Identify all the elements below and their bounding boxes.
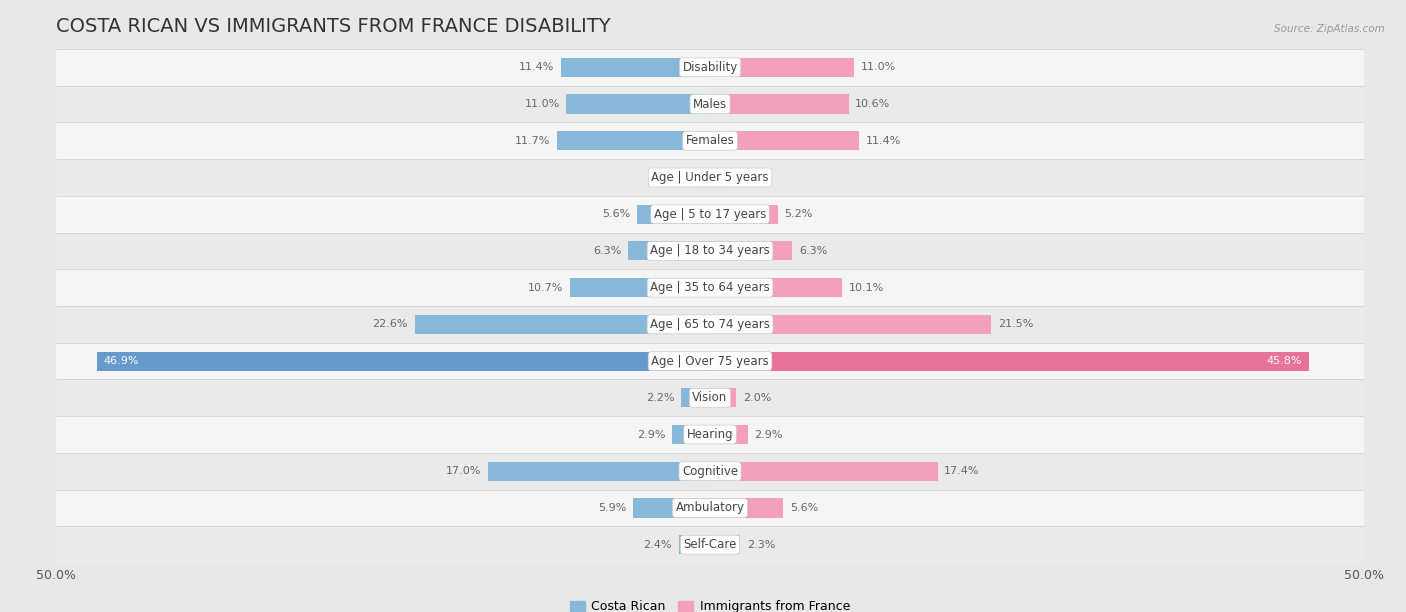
Text: 2.4%: 2.4%	[644, 540, 672, 550]
Text: 6.3%: 6.3%	[799, 246, 827, 256]
Text: Self-Care: Self-Care	[683, 538, 737, 551]
Text: Vision: Vision	[692, 391, 728, 405]
Bar	[56, 343, 1364, 379]
Text: 10.6%: 10.6%	[855, 99, 890, 109]
Bar	[56, 490, 1364, 526]
Legend: Costa Rican, Immigrants from France: Costa Rican, Immigrants from France	[565, 595, 855, 612]
Bar	[56, 159, 1364, 196]
Bar	[56, 49, 1364, 86]
Text: Age | Under 5 years: Age | Under 5 years	[651, 171, 769, 184]
Bar	[672, 425, 710, 444]
Bar	[488, 461, 710, 481]
Text: 17.4%: 17.4%	[943, 466, 980, 476]
Bar	[710, 94, 849, 114]
Text: Hearing: Hearing	[686, 428, 734, 441]
Bar	[710, 168, 725, 187]
Text: Age | 5 to 17 years: Age | 5 to 17 years	[654, 207, 766, 221]
Text: Source: ZipAtlas.com: Source: ZipAtlas.com	[1274, 24, 1385, 34]
Bar	[56, 233, 1364, 269]
Text: 21.5%: 21.5%	[998, 319, 1033, 329]
Bar	[692, 168, 710, 187]
Bar	[710, 278, 842, 297]
Bar	[56, 453, 1364, 490]
Bar	[710, 204, 778, 224]
Text: Cognitive: Cognitive	[682, 465, 738, 478]
Text: Age | 35 to 64 years: Age | 35 to 64 years	[650, 281, 770, 294]
Bar	[56, 526, 1364, 563]
Text: 10.1%: 10.1%	[849, 283, 884, 293]
Bar	[633, 498, 710, 518]
Text: 11.7%: 11.7%	[515, 136, 551, 146]
Bar	[710, 388, 737, 408]
Text: 2.3%: 2.3%	[747, 540, 775, 550]
Text: Females: Females	[686, 134, 734, 147]
Bar	[56, 269, 1364, 306]
Bar	[56, 122, 1364, 159]
Text: 11.4%: 11.4%	[866, 136, 901, 146]
Bar	[56, 86, 1364, 122]
Text: 45.8%: 45.8%	[1267, 356, 1302, 366]
Text: 22.6%: 22.6%	[373, 319, 408, 329]
Bar	[637, 204, 710, 224]
Text: Age | 65 to 74 years: Age | 65 to 74 years	[650, 318, 770, 331]
Bar	[710, 535, 740, 554]
Bar	[710, 461, 938, 481]
Bar	[710, 131, 859, 151]
Bar	[710, 241, 793, 261]
Text: 5.2%: 5.2%	[785, 209, 813, 219]
Bar	[679, 535, 710, 554]
Bar	[710, 351, 1309, 371]
Bar	[710, 58, 853, 77]
Text: 2.9%: 2.9%	[637, 430, 665, 439]
Text: 11.0%: 11.0%	[524, 99, 560, 109]
Bar	[682, 388, 710, 408]
Bar	[627, 241, 710, 261]
Bar	[56, 306, 1364, 343]
Text: Disability: Disability	[682, 61, 738, 74]
Text: 1.2%: 1.2%	[733, 173, 761, 182]
Bar	[561, 58, 710, 77]
Text: 46.9%: 46.9%	[103, 356, 139, 366]
Text: Age | Over 75 years: Age | Over 75 years	[651, 354, 769, 368]
Text: 10.7%: 10.7%	[529, 283, 564, 293]
Text: COSTA RICAN VS IMMIGRANTS FROM FRANCE DISABILITY: COSTA RICAN VS IMMIGRANTS FROM FRANCE DI…	[56, 17, 610, 36]
Text: Age | 18 to 34 years: Age | 18 to 34 years	[650, 244, 770, 258]
Text: Males: Males	[693, 97, 727, 111]
Text: Ambulatory: Ambulatory	[675, 501, 745, 515]
Bar	[97, 351, 710, 371]
Bar	[710, 498, 783, 518]
Text: 2.2%: 2.2%	[647, 393, 675, 403]
Bar	[569, 278, 710, 297]
Bar	[56, 196, 1364, 233]
Bar	[710, 315, 991, 334]
Text: 11.0%: 11.0%	[860, 62, 896, 72]
Bar	[710, 425, 748, 444]
Text: 1.4%: 1.4%	[657, 173, 685, 182]
Bar	[56, 416, 1364, 453]
Bar	[567, 94, 710, 114]
Bar	[415, 315, 710, 334]
Text: 5.6%: 5.6%	[790, 503, 818, 513]
Text: 6.3%: 6.3%	[593, 246, 621, 256]
Text: 11.4%: 11.4%	[519, 62, 554, 72]
Bar	[557, 131, 710, 151]
Text: 2.0%: 2.0%	[742, 393, 770, 403]
Text: 2.9%: 2.9%	[755, 430, 783, 439]
Text: 17.0%: 17.0%	[446, 466, 481, 476]
Text: 5.9%: 5.9%	[598, 503, 626, 513]
Text: 5.6%: 5.6%	[602, 209, 630, 219]
Bar	[56, 379, 1364, 416]
